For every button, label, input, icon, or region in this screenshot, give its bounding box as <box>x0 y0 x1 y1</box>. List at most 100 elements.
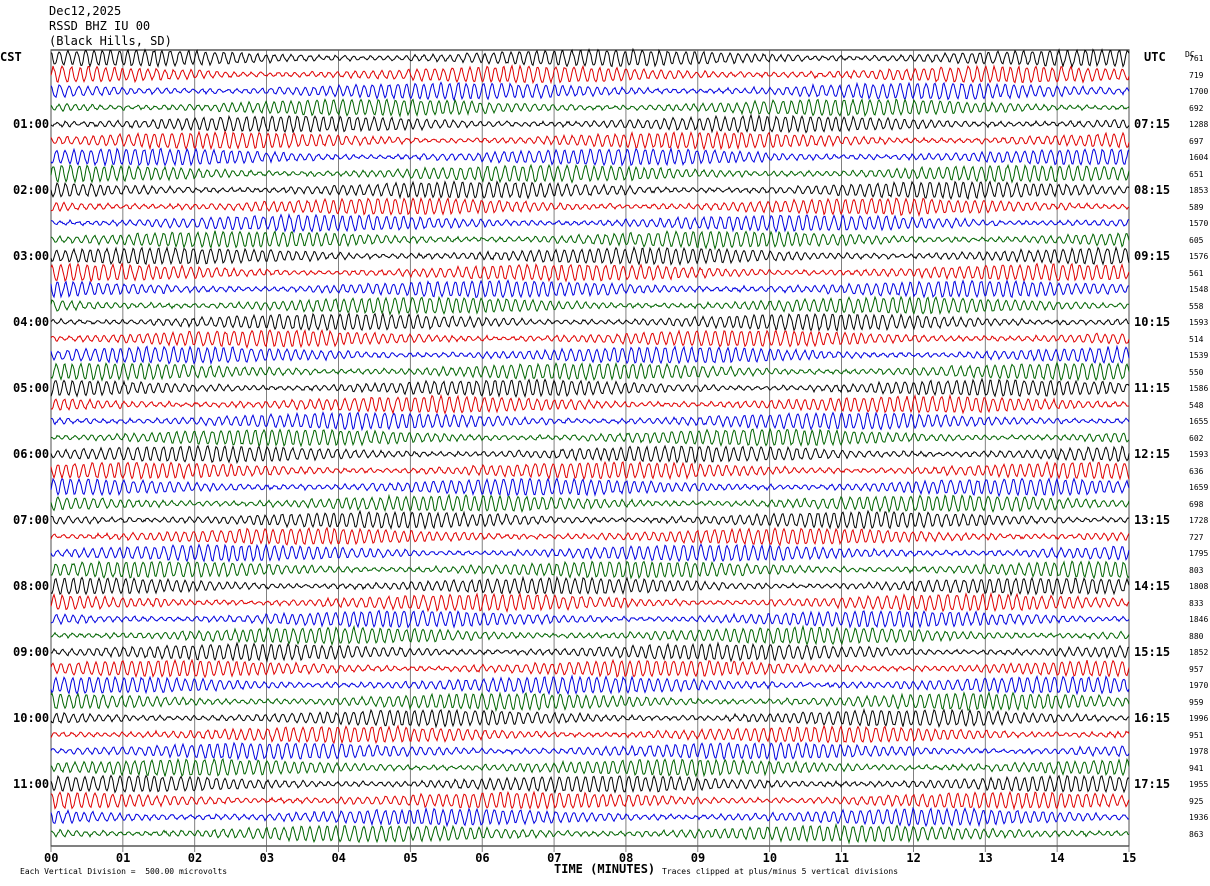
dc-label: DC <box>1185 50 1195 59</box>
dc-offset-label: 1795 <box>1189 549 1209 558</box>
dc-offset-label: 550 <box>1189 367 1204 377</box>
right-hour-label: 16:15 <box>1134 711 1171 725</box>
x-tick-label: 05 <box>403 851 418 865</box>
x-tick-label: 06 <box>475 851 490 865</box>
seismogram-trace <box>50 113 1130 134</box>
right-hour-label: 11:15 <box>1134 381 1171 395</box>
header-date: Dec12,2025 <box>49 4 122 18</box>
right-hour-label: 08:15 <box>1134 183 1171 197</box>
dc-offset-label: 692 <box>1189 103 1204 113</box>
left-hour-label: 06:00 <box>13 447 50 461</box>
seismogram-trace <box>50 295 1130 317</box>
dc-offset-label: 1853 <box>1189 186 1209 195</box>
seismogram-trace <box>50 674 1130 696</box>
left-hour-label: 01:00 <box>13 117 50 131</box>
right-hour-label: 12:15 <box>1134 447 1171 461</box>
dc-offset-label: 605 <box>1189 235 1204 245</box>
dc-offset-label: 1539 <box>1189 351 1209 360</box>
seismogram-trace <box>50 724 1130 745</box>
left-hour-label: 02:00 <box>13 183 50 197</box>
x-tick-label: 07 <box>547 851 562 865</box>
x-axis-label: TIME (MINUTES) <box>554 862 656 876</box>
x-tick-label: 01 <box>115 851 131 865</box>
seismogram-trace <box>50 180 1130 200</box>
dc-offset-label: 951 <box>1189 730 1204 740</box>
seismogram-trace <box>50 444 1130 465</box>
seismogram-trace <box>50 560 1130 580</box>
dc-offset-label: 1728 <box>1189 516 1209 525</box>
right-hour-label: 14:15 <box>1134 579 1171 593</box>
dc-offset-label: 957 <box>1189 664 1204 674</box>
dc-offset-label: 1586 <box>1189 384 1209 393</box>
dc-offset-label: 514 <box>1189 334 1204 344</box>
seismogram-trace <box>50 47 1130 69</box>
dc-offset-label: 1970 <box>1189 681 1209 690</box>
dc-offset-label: 558 <box>1189 301 1204 311</box>
x-tick-label: 04 <box>331 851 346 865</box>
left-hour-label: 10:00 <box>13 711 50 725</box>
dc-offset-label: 719 <box>1189 70 1204 80</box>
dc-offset-label: 651 <box>1189 169 1204 179</box>
dc-offset-label: 1996 <box>1189 714 1209 723</box>
left-hour-label: 03:00 <box>13 249 50 263</box>
header-station: RSSD BHZ IU 00 <box>49 19 151 33</box>
seismogram-trace <box>50 245 1130 266</box>
x-tick-label: 15 <box>1122 851 1137 865</box>
clip-note: Traces clipped at plus/minus 5 vertical … <box>662 867 899 876</box>
x-tick-label: 00 <box>44 851 59 865</box>
seismogram-trace <box>50 311 1130 333</box>
dc-offset-label: 1604 <box>1189 153 1209 162</box>
left-hour-label: 08:00 <box>13 579 50 593</box>
seismogram-trace <box>50 393 1130 415</box>
seismogram-trace <box>51 822 1130 845</box>
dc-offset-label: 761 <box>1189 54 1204 63</box>
seismogram-trace <box>50 741 1130 761</box>
seismogram-trace <box>50 130 1130 151</box>
x-tick-label: 14 <box>1050 851 1065 865</box>
seismogram-trace <box>50 476 1130 498</box>
dc-offset-label: 727 <box>1189 532 1204 542</box>
dc-offset-label: 561 <box>1189 268 1204 278</box>
dc-offset-label: 803 <box>1189 565 1204 575</box>
seismogram-trace <box>50 774 1130 794</box>
dc-offset-label: 1548 <box>1189 285 1209 294</box>
dc-offset-label: 698 <box>1189 499 1204 509</box>
x-tick-label: 13 <box>978 851 993 865</box>
right-hour-label: 13:15 <box>1134 513 1171 527</box>
dc-offset-label: 1655 <box>1189 417 1209 426</box>
header-location: (Black Hills, SD) <box>49 34 172 48</box>
dc-offset-label: 636 <box>1189 466 1204 476</box>
seismogram-trace <box>50 757 1130 778</box>
seismogram-trace <box>50 163 1130 184</box>
seismogram-trace <box>50 230 1130 251</box>
left-hour-label: 04:00 <box>13 315 50 329</box>
seismogram-trace <box>50 575 1130 597</box>
dc-offset-label: 697 <box>1189 136 1204 146</box>
seismogram-trace <box>50 707 1130 729</box>
dc-offset-label: 1570 <box>1189 219 1209 228</box>
seismogram-trace <box>50 81 1130 102</box>
seismogram-trace <box>50 526 1130 547</box>
seismogram-trace <box>50 690 1130 713</box>
seismogram-trace <box>50 658 1130 679</box>
seismogram-trace <box>51 213 1130 234</box>
left-timezone-label: CST <box>0 50 22 64</box>
dc-offset-label: 1936 <box>1189 813 1209 822</box>
dc-offset-label: 863 <box>1189 829 1204 839</box>
x-tick-label: 02 <box>187 851 203 865</box>
plot-border <box>50 49 1130 847</box>
seismogram-trace <box>50 196 1130 217</box>
dc-offset-label: 925 <box>1189 796 1204 806</box>
dc-offset-label: 1659 <box>1189 483 1209 492</box>
seismogram-trace <box>50 641 1130 663</box>
seismogram-trace <box>50 377 1130 399</box>
right-hour-label: 17:15 <box>1134 777 1171 791</box>
seismogram-trace <box>50 591 1130 613</box>
scale-note: Each Vertical Division = 500.00 microvol… <box>20 867 228 876</box>
seismogram-trace <box>50 427 1130 449</box>
seismogram-trace <box>50 361 1130 382</box>
left-hour-label: 11:00 <box>13 777 50 791</box>
dc-offset-label: 1955 <box>1189 780 1209 789</box>
dc-offset-label: 959 <box>1189 697 1204 707</box>
